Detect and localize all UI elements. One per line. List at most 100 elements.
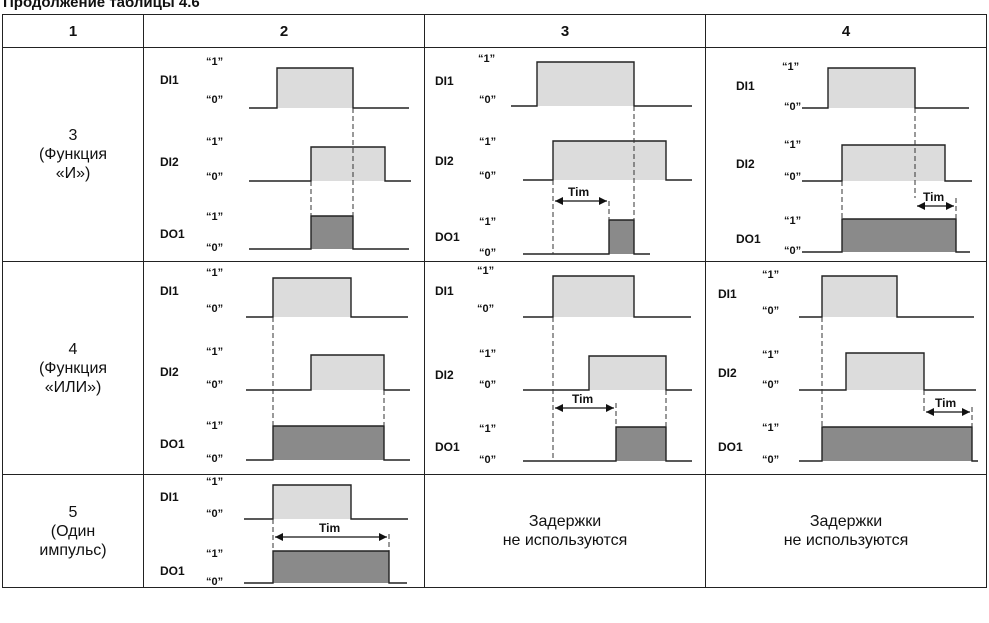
timing-diagram: DI1 “1” “0” DI2 “1” “0” DO1 “1” “0” [435, 265, 692, 466]
svg-text:DO1: DO1 [435, 230, 460, 244]
svg-text:DI1: DI1 [160, 284, 179, 298]
svg-text:“1”: “1” [477, 265, 494, 277]
svg-text:DI1: DI1 [435, 284, 454, 298]
svg-text:“0”: “0” [479, 170, 496, 182]
svg-text:“1”: “1” [784, 215, 801, 227]
mode-line: «И») [55, 165, 91, 182]
svg-text:Tim: Tim [923, 190, 944, 204]
mode-line: «ИЛИ») [44, 378, 102, 396]
svg-text:DI2: DI2 [435, 368, 454, 382]
svg-text:“0”: “0” [206, 576, 223, 587]
svg-text:“1”: “1” [206, 476, 223, 488]
mode-cell-or: 4 (Функция «ИЛИ») [2, 261, 144, 475]
svg-text:“0”: “0” [206, 453, 223, 465]
svg-text:DI2: DI2 [718, 366, 737, 380]
svg-text:Tim: Tim [568, 185, 589, 199]
diagram-or-delay-off: DI1 “1” “0” DI2 “1” “0” DO1 “1” “0” [705, 261, 987, 475]
header-col-2: 2 [143, 14, 425, 48]
svg-text:DI1: DI1 [435, 74, 454, 88]
row-single-pulse: 5 (Один импульс) DI1 “1” “0” DO1 “1” “0” [2, 474, 987, 588]
svg-text:“0”: “0” [784, 171, 801, 183]
timing-diagram: DI1 “1” “0” DO1 “1” “0” Tim [160, 476, 408, 587]
diagram-pulse: DI1 “1” “0” DO1 “1” “0” Tim [143, 474, 425, 588]
no-delay-line: не используются [502, 532, 628, 549]
svg-text:DI2: DI2 [160, 155, 179, 169]
svg-text:“1”: “1” [479, 136, 496, 148]
no-delay-line: Задержки [809, 513, 883, 530]
svg-text:“1”: “1” [762, 269, 779, 281]
svg-text:“1”: “1” [206, 346, 223, 358]
svg-text:“0”: “0” [784, 101, 801, 113]
header-col-4: 4 [705, 14, 987, 48]
svg-text:“1”: “1” [206, 136, 223, 148]
svg-text:“0”: “0” [762, 305, 779, 317]
svg-text:“0”: “0” [206, 171, 223, 183]
svg-text:“0”: “0” [477, 303, 494, 315]
row-or-function: 4 (Функция «ИЛИ») DI1 “1” “0” DI2 “1” “0… [2, 261, 987, 475]
svg-text:“0”: “0” [784, 245, 801, 257]
svg-text:Tim: Tim [319, 521, 340, 535]
diagram-or-delay-on: DI1 “1” “0” DI2 “1” “0” DO1 “1” “0” [424, 261, 706, 475]
svg-text:“1”: “1” [784, 139, 801, 151]
svg-text:DO1: DO1 [160, 437, 185, 451]
svg-text:“0”: “0” [206, 303, 223, 315]
mode-cell-and: 3 (Функция «И») [2, 47, 144, 262]
svg-text:DI1: DI1 [736, 79, 755, 93]
svg-text:DO1: DO1 [435, 440, 460, 454]
svg-text:“0”: “0” [206, 94, 223, 106]
svg-text:“1”: “1” [206, 56, 223, 68]
mode-cell-pulse: 5 (Один импульс) [2, 474, 144, 588]
timing-diagram: DI1 “1” “0” DI2 “1” “0” DO1 “1” “0” [718, 269, 978, 466]
no-delay-line: не используются [783, 532, 909, 549]
mode-number: 4 [68, 340, 78, 358]
svg-text:DI2: DI2 [736, 157, 755, 171]
svg-text:“0”: “0” [762, 454, 779, 466]
header-col-3: 3 [424, 14, 706, 48]
svg-text:DI2: DI2 [160, 365, 179, 379]
svg-text:DO1: DO1 [736, 232, 761, 246]
mode-line: (Функция [38, 146, 108, 163]
timing-diagram: DI1 “1” “0” DI2 “1” “0” DO1 “1” “0” [160, 267, 410, 465]
table-caption: Продолжение таблицы 4.6 [3, 0, 200, 11]
svg-text:“1”: “1” [479, 423, 496, 435]
svg-text:“1”: “1” [479, 216, 496, 228]
svg-text:DO1: DO1 [718, 440, 743, 454]
svg-text:“1”: “1” [479, 348, 496, 360]
svg-text:DI1: DI1 [160, 73, 179, 87]
timing-diagram: DI1 “1” “0” DI2 “1” “0” DO1 “1” “0” [435, 53, 692, 259]
svg-text:“0”: “0” [479, 247, 496, 259]
row-and-function: 3 (Функция «И») DI1 “1” “0” DI2 “1” “0” [2, 47, 987, 262]
no-delay-line: Задержки [528, 513, 602, 530]
svg-text:DI1: DI1 [718, 287, 737, 301]
no-delay-cell-col4: Задержки не используются [705, 474, 987, 588]
svg-text:DO1: DO1 [160, 227, 185, 241]
svg-text:DI2: DI2 [435, 154, 454, 168]
diagram-and-delay-on: DI1 “1” “0” DI2 “1” “0” DO1 “1” “0” [424, 47, 706, 262]
timing-diagram: DI1 “1” “0” DI2 “1” “0” DO1 “1” “0” [736, 61, 972, 257]
svg-text:“0”: “0” [206, 379, 223, 391]
svg-text:“1”: “1” [206, 420, 223, 432]
no-delay-cell-col3: Задержки не используются [424, 474, 706, 588]
svg-text:“1”: “1” [762, 349, 779, 361]
svg-text:“1”: “1” [206, 548, 223, 560]
mode-line: (Функция [38, 359, 108, 377]
diagram-or-no-delay: DI1 “1” “0” DI2 “1” “0” DO1 “1” “0” [143, 261, 425, 475]
mode-number: 5 [68, 503, 78, 521]
timing-table: 1 2 3 4 3 (Функция «И») DI1 “1” “0” DI2 … [2, 14, 987, 588]
svg-text:“0”: “0” [479, 94, 496, 106]
mode-line: (Один [50, 522, 96, 540]
diagram-and-no-delay: DI1 “1” “0” DI2 “1” “0” DO1 “1” “0” [143, 47, 425, 262]
mode-line: импульс) [39, 541, 107, 559]
header-col-1: 1 [2, 14, 144, 48]
svg-text:DO1: DO1 [160, 564, 185, 578]
svg-text:“1”: “1” [206, 211, 223, 223]
svg-text:DI1: DI1 [160, 490, 179, 504]
svg-text:“1”: “1” [782, 61, 799, 73]
svg-text:Tim: Tim [572, 392, 593, 406]
mode-number: 3 [68, 127, 78, 144]
svg-text:“0”: “0” [206, 508, 223, 520]
svg-text:“0”: “0” [206, 242, 223, 254]
svg-text:“1”: “1” [206, 267, 223, 279]
svg-text:“1”: “1” [762, 422, 779, 434]
timing-diagram: DI1 “1” “0” DI2 “1” “0” DO1 “1” “0” [160, 56, 411, 254]
